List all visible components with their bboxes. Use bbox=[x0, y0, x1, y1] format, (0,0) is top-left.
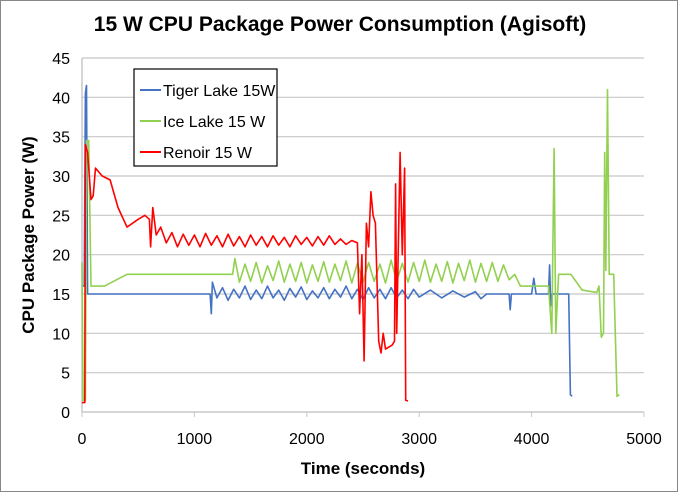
y-tick-label: 20 bbox=[52, 248, 70, 265]
y-tick-label: 35 bbox=[52, 130, 70, 147]
legend-label-0: Tiger Lake 15W bbox=[163, 83, 276, 100]
legend-label-1: Ice Lake 15 W bbox=[163, 114, 266, 131]
series-line-2 bbox=[82, 143, 409, 404]
y-tick-label: 40 bbox=[52, 90, 70, 107]
y-tick-label: 5 bbox=[61, 366, 70, 383]
chart-title: 15 W CPU Package Power Consumption (Agis… bbox=[94, 13, 586, 36]
legend-label-2: Renoir 15 W bbox=[163, 145, 253, 162]
x-tick-label: 0 bbox=[78, 431, 87, 448]
x-tick-label: 4000 bbox=[514, 431, 550, 448]
series-line-0 bbox=[82, 84, 573, 397]
y-tick-label: 30 bbox=[52, 169, 70, 186]
x-tick-label: 3000 bbox=[401, 431, 437, 448]
x-tick-label: 1000 bbox=[177, 431, 213, 448]
legend: Tiger Lake 15W Ice Lake 15 W Renoir 15 W bbox=[133, 68, 278, 167]
x-tick-label: 5000 bbox=[626, 431, 662, 448]
x-tick-label: 2000 bbox=[289, 431, 325, 448]
x-axis-label: Time (seconds) bbox=[301, 459, 425, 478]
y-tick-label: 0 bbox=[61, 405, 70, 422]
y-tick-label: 45 bbox=[52, 51, 70, 68]
y-tick-label: 10 bbox=[52, 326, 70, 343]
y-axis-label: CPU Package Power (W) bbox=[19, 136, 38, 333]
y-tick-label: 15 bbox=[52, 287, 70, 304]
series-line-1 bbox=[81, 88, 620, 402]
y-tick-label: 25 bbox=[52, 208, 70, 225]
